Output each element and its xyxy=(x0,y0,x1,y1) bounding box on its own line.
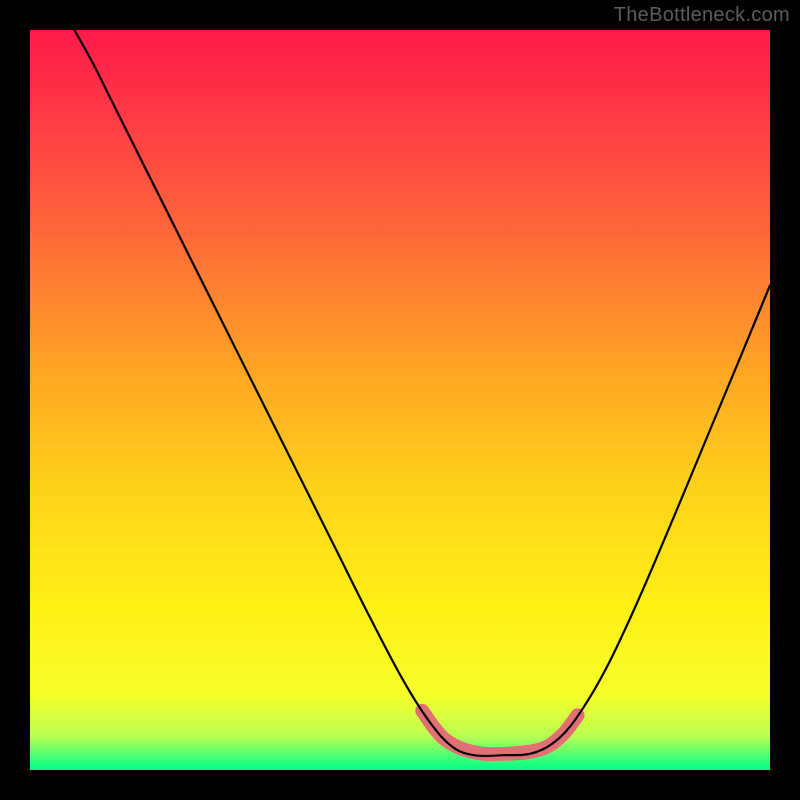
bottleneck-chart xyxy=(0,0,800,800)
chart-stage: TheBottleneck.com xyxy=(0,0,800,800)
gradient-background xyxy=(30,30,770,770)
